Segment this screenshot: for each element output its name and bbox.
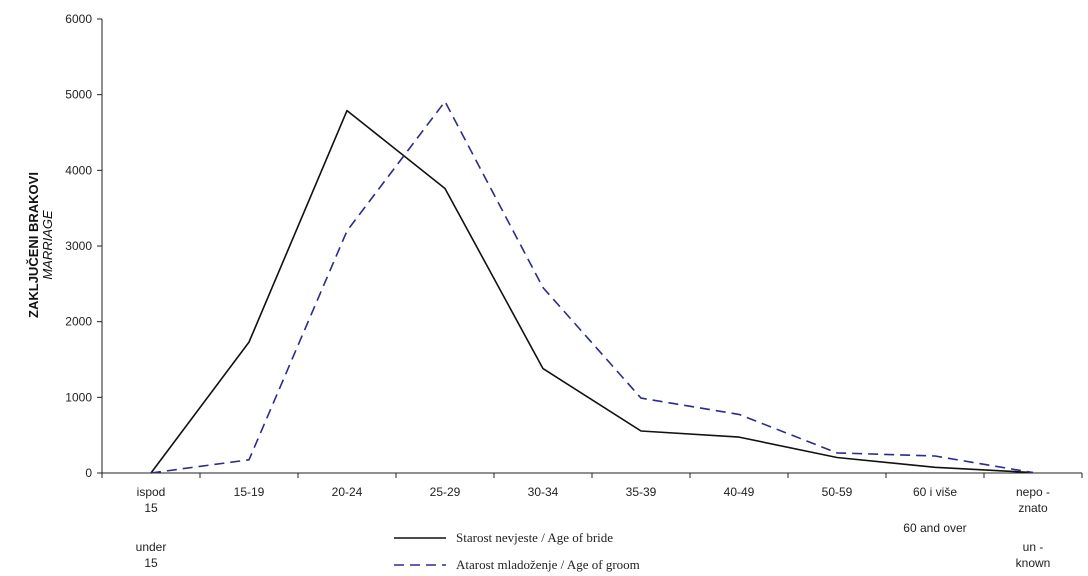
x-category-label: 15 [144, 501, 158, 515]
y-tick-label: 3000 [65, 239, 92, 253]
legend-label: Atarost mladoženje / Age of groom [456, 557, 640, 572]
x-category-label-en: 15 [144, 556, 158, 570]
x-category-label-en: under [136, 540, 167, 554]
y-axis-title-main: ZAKLJUČENI BRAKOVI [26, 172, 41, 318]
y-tick-label: 5000 [65, 88, 92, 102]
x-category-label: 20-24 [332, 485, 363, 499]
x-category-label-en: known [1016, 556, 1051, 570]
y-tick-label: 1000 [65, 390, 92, 404]
series-line-groom [150, 100, 1034, 474]
x-category-label-en: 60 and over [903, 521, 966, 535]
legend-label: Starost nevjeste / Age of bride [456, 530, 613, 545]
x-category-label: znato [1018, 501, 1048, 515]
x-category-label: 40-49 [724, 485, 755, 499]
series-lines [150, 100, 1034, 474]
series-line-bride [150, 109, 1034, 474]
y-tick-label: 4000 [65, 163, 92, 177]
axes [101, 19, 1082, 474]
y-tick-label: 6000 [65, 12, 92, 26]
x-category-label: 50-59 [822, 485, 853, 499]
x-category-label: 60 i više [913, 485, 957, 499]
legend: Starost nevjeste / Age of bride Atarost m… [394, 530, 640, 572]
x-category-label: 30-34 [528, 485, 559, 499]
y-ticks: 0 1000 2000 3000 4000 5000 6000 [65, 12, 102, 480]
y-axis-title-sub: MARRIAGE [40, 210, 55, 280]
x-categories: ispod 15 under 15 15-19 20-24 25-29 30-34 35-39 4… [101, 473, 1083, 570]
x-category-label: 25-29 [430, 485, 461, 499]
y-tick-label: 0 [85, 466, 92, 480]
x-category-label: ispod [137, 485, 166, 499]
x-category-label: 15-19 [234, 485, 265, 499]
x-category-label: 35-39 [626, 485, 657, 499]
y-axis-title: ZAKLJUČENI BRAKOVI MARRIAGE [26, 172, 55, 318]
y-tick-label: 2000 [65, 315, 92, 329]
x-category-label-en: un - [1023, 540, 1044, 554]
x-category-label: nepo - [1016, 485, 1050, 499]
